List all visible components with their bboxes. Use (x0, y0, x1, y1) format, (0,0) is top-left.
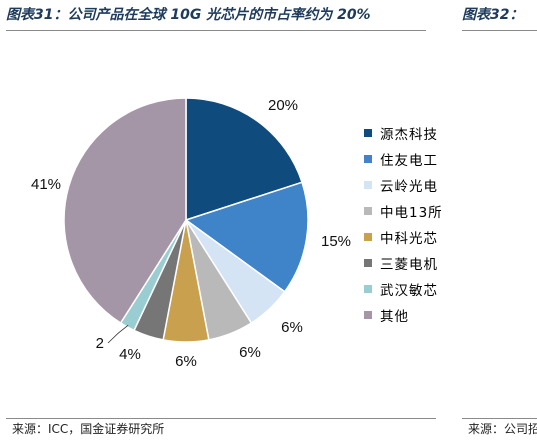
pie-slice-2 (184, 181, 309, 293)
legend-item-7: 武汉敏芯 (364, 276, 443, 302)
legend-item-5: 中科光芯 (364, 224, 443, 250)
legend-item-2: 住友电工 (364, 146, 443, 172)
label-leaders (107, 324, 129, 344)
leader-line (107, 324, 129, 344)
legend-label: 云岭光电 (380, 179, 438, 195)
legend-label: 中电13所 (380, 205, 443, 221)
legend-swatch (364, 233, 372, 241)
figure-title-next: 图表32： (462, 7, 524, 23)
legend-swatch (364, 207, 372, 215)
data-label-8: 41% (31, 176, 61, 193)
legend-swatch (364, 129, 372, 137)
title-rule (6, 30, 426, 31)
legend-label: 中科光芯 (380, 231, 438, 247)
legend-label: 住友电工 (380, 153, 438, 169)
data-label-1: 20% (268, 97, 298, 114)
legend-item-1: 源杰科技 (364, 120, 443, 146)
source-rule-next (462, 418, 537, 419)
legend-label: 武汉敏芯 (380, 283, 438, 299)
data-label-4: 6% (239, 344, 261, 361)
legend-item-4: 中电13所 (364, 198, 443, 224)
legend-swatch (364, 285, 372, 293)
data-label-2: 15% (321, 233, 351, 250)
legend-item-3: 云岭光电 (364, 172, 443, 198)
legend-swatch (364, 311, 372, 319)
legend-swatch (364, 181, 372, 189)
data-labels: 20% 15% 6% 6% 6% 4% 2 41% (31, 97, 351, 370)
figure-title: 图表31：公司产品在全球 10G 光芯片的市占率约为 20% (6, 7, 371, 23)
pie-slice-8 (63, 97, 187, 325)
source-rule (6, 418, 436, 419)
data-label-6: 4% (119, 346, 141, 363)
source-note-next: 来源：公司招 (468, 422, 537, 436)
source-note: 来源：ICC，国金证券研究所 (12, 422, 165, 436)
data-label-5: 6% (175, 353, 197, 370)
legend-label: 三菱电机 (380, 257, 438, 273)
pie-slices (63, 97, 309, 343)
legend-item-8: 其他 (364, 302, 443, 328)
data-label-7: 2 (96, 335, 104, 352)
legend-label: 其他 (380, 309, 409, 325)
legend-swatch (364, 155, 372, 163)
legend-label: 源杰科技 (380, 127, 438, 143)
pie-slice-1 (185, 97, 303, 222)
chart-legend: 源杰科技住友电工云岭光电中电13所中科光芯三菱电机武汉敏芯其他 (364, 120, 443, 328)
data-label-3: 6% (281, 319, 303, 336)
legend-swatch (364, 259, 372, 267)
title-rule-next (462, 30, 537, 31)
legend-item-6: 三菱电机 (364, 250, 443, 276)
